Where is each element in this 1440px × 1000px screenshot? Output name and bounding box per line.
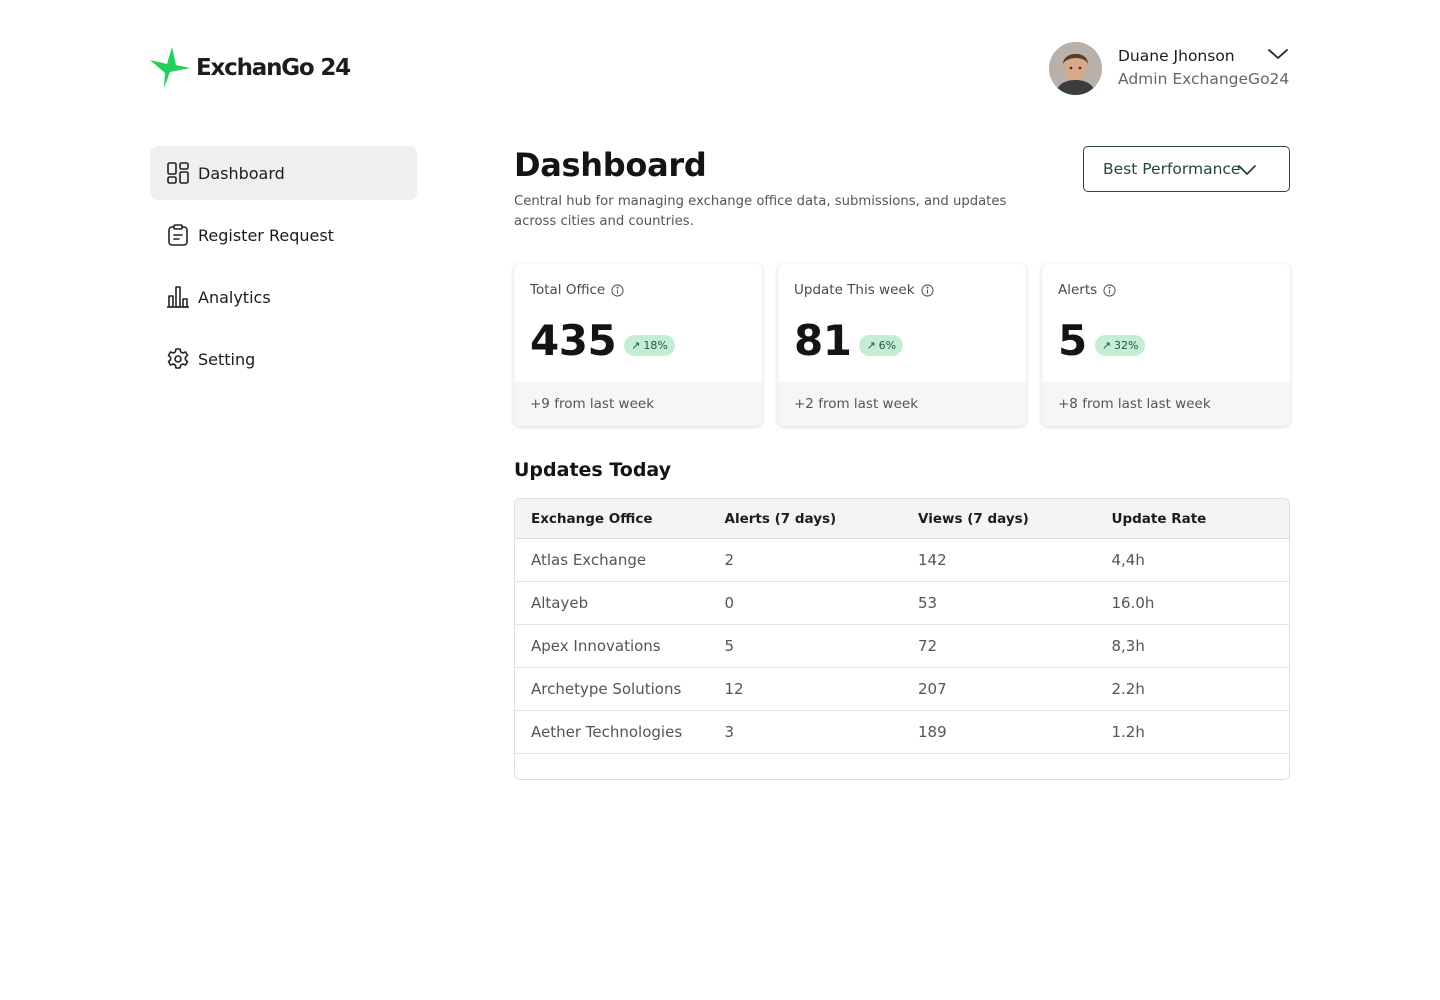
sidebar-item-dashboard[interactable]: Dashboard xyxy=(150,146,417,200)
change-percent: 32% xyxy=(1113,339,1139,352)
stat-card-update-this-week: Update This week 81 ↗ 6% +2 from last we… xyxy=(778,264,1026,426)
cell-update-rate: 1.2h xyxy=(1111,723,1145,741)
gear-icon xyxy=(167,348,189,369)
updates-table: Exchange Office Alerts (7 days) Views (7… xyxy=(514,498,1290,780)
table-row[interactable]: Apex Innovations 5 72 8,3h xyxy=(515,625,1289,668)
cell-alerts: 12 xyxy=(724,680,744,698)
sidebar-item-label: Register Request xyxy=(198,225,334,245)
change-badge: ↗ 32% xyxy=(1094,335,1146,356)
cell-views: 142 xyxy=(918,551,947,569)
section-title: Updates Today xyxy=(514,459,672,481)
sidebar-item-register-request[interactable]: Register Request xyxy=(150,208,417,262)
user-role: Admin ExchangeGo24 xyxy=(1118,70,1290,88)
user-name: Duane Jhonson xyxy=(1118,47,1235,65)
sidebar-item-label: Analytics xyxy=(198,287,271,307)
cell-alerts: 5 xyxy=(724,637,735,655)
cell-update-rate: 8,3h xyxy=(1111,637,1145,655)
performance-filter-dropdown[interactable]: Best Performance xyxy=(1083,146,1290,192)
user-profile[interactable]: Duane Jhonson Admin ExchangeGo24 xyxy=(1049,41,1289,95)
info-icon[interactable] xyxy=(1103,283,1116,297)
stat-card-footer: +2 from last week xyxy=(778,382,1026,426)
stat-card-value: 5 xyxy=(1058,316,1087,365)
brand-name: ExchanGo 24 xyxy=(196,55,351,81)
cell-views: 53 xyxy=(918,594,938,612)
arrow-up-right-icon: ↗ xyxy=(631,339,641,352)
change-percent: 6% xyxy=(878,339,897,352)
page-description: Central hub for managing exchange office… xyxy=(514,194,1007,229)
cell-alerts: 3 xyxy=(724,723,735,741)
sidebar-item-analytics[interactable]: Analytics xyxy=(150,270,417,324)
table-row[interactable]: Archetype Solutions 12 207 2.2h xyxy=(515,668,1289,711)
column-header[interactable]: Views (7 days) xyxy=(918,510,1029,527)
clipboard-icon xyxy=(168,224,188,246)
stat-card-alerts: Alerts 5 ↗ 32% +8 from last last week xyxy=(1042,264,1290,426)
stat-card-total-office: Total Office 435 ↗ 18% +9 from last week xyxy=(514,264,762,426)
cell-update-rate: 16.0h xyxy=(1111,594,1155,612)
info-icon[interactable] xyxy=(611,283,624,297)
cell-office: Altayeb xyxy=(531,594,589,612)
table-header: Exchange Office Alerts (7 days) Views (7… xyxy=(515,499,1289,539)
stat-card-title: Total Office xyxy=(530,282,606,298)
table-row[interactable]: Aether Technologies 3 189 1.2h xyxy=(515,711,1289,754)
sidebar-item-label: Setting xyxy=(198,349,256,369)
cell-views: 189 xyxy=(918,723,947,741)
bar-chart-icon xyxy=(167,286,189,308)
arrow-up-right-icon: ↗ xyxy=(866,339,876,352)
column-header[interactable]: Update Rate xyxy=(1111,510,1207,527)
avatar xyxy=(1049,41,1102,95)
cell-office: Atlas Exchange xyxy=(531,551,647,569)
cell-office: Apex Innovations xyxy=(531,637,661,655)
cell-alerts: 0 xyxy=(724,594,735,612)
logo-star-icon xyxy=(150,47,190,88)
stat-card-value: 435 xyxy=(530,316,617,365)
cell-views: 72 xyxy=(918,637,938,655)
arrow-up-right-icon: ↗ xyxy=(1101,339,1111,352)
column-header[interactable]: Exchange Office xyxy=(531,510,653,527)
info-icon[interactable] xyxy=(920,283,934,297)
page-title: Dashboard xyxy=(514,146,707,184)
sidebar-item-setting[interactable]: Setting xyxy=(150,332,417,386)
sidebar-item-label: Dashboard xyxy=(198,163,285,183)
stat-card-title: Alerts xyxy=(1058,282,1098,298)
cell-update-rate: 2.2h xyxy=(1111,680,1145,698)
change-percent: 18% xyxy=(643,339,668,352)
cell-views: 207 xyxy=(918,680,947,698)
performance-filter-label: Best Performance xyxy=(1103,160,1241,178)
cell-update-rate: 4,4h xyxy=(1111,551,1145,569)
sidebar: Dashboard Register Request Analytics Set… xyxy=(150,146,417,394)
cell-alerts: 2 xyxy=(724,551,735,569)
cell-office: Archetype Solutions xyxy=(531,680,682,698)
stat-card-value: 81 xyxy=(794,316,852,365)
dashboard-grid-icon xyxy=(167,162,189,184)
stat-card-title: Update This week xyxy=(794,282,915,298)
chevron-down-icon[interactable] xyxy=(1267,47,1289,61)
table-row[interactable]: Altayeb 0 53 16.0h xyxy=(515,582,1289,625)
brand-logo[interactable]: ExchanGo 24 xyxy=(150,46,351,90)
table-row[interactable]: Atlas Exchange 2 142 4,4h xyxy=(515,539,1289,582)
change-badge: ↗ 18% xyxy=(624,335,675,356)
cell-office: Aether Technologies xyxy=(531,723,683,741)
stat-card-footer: +9 from last week xyxy=(514,382,762,426)
chevron-down-icon xyxy=(1238,165,1256,175)
change-badge: ↗ 6% xyxy=(859,335,904,356)
stat-card-footer: +8 from last last week xyxy=(1042,382,1290,426)
column-header[interactable]: Alerts (7 days) xyxy=(724,510,837,527)
